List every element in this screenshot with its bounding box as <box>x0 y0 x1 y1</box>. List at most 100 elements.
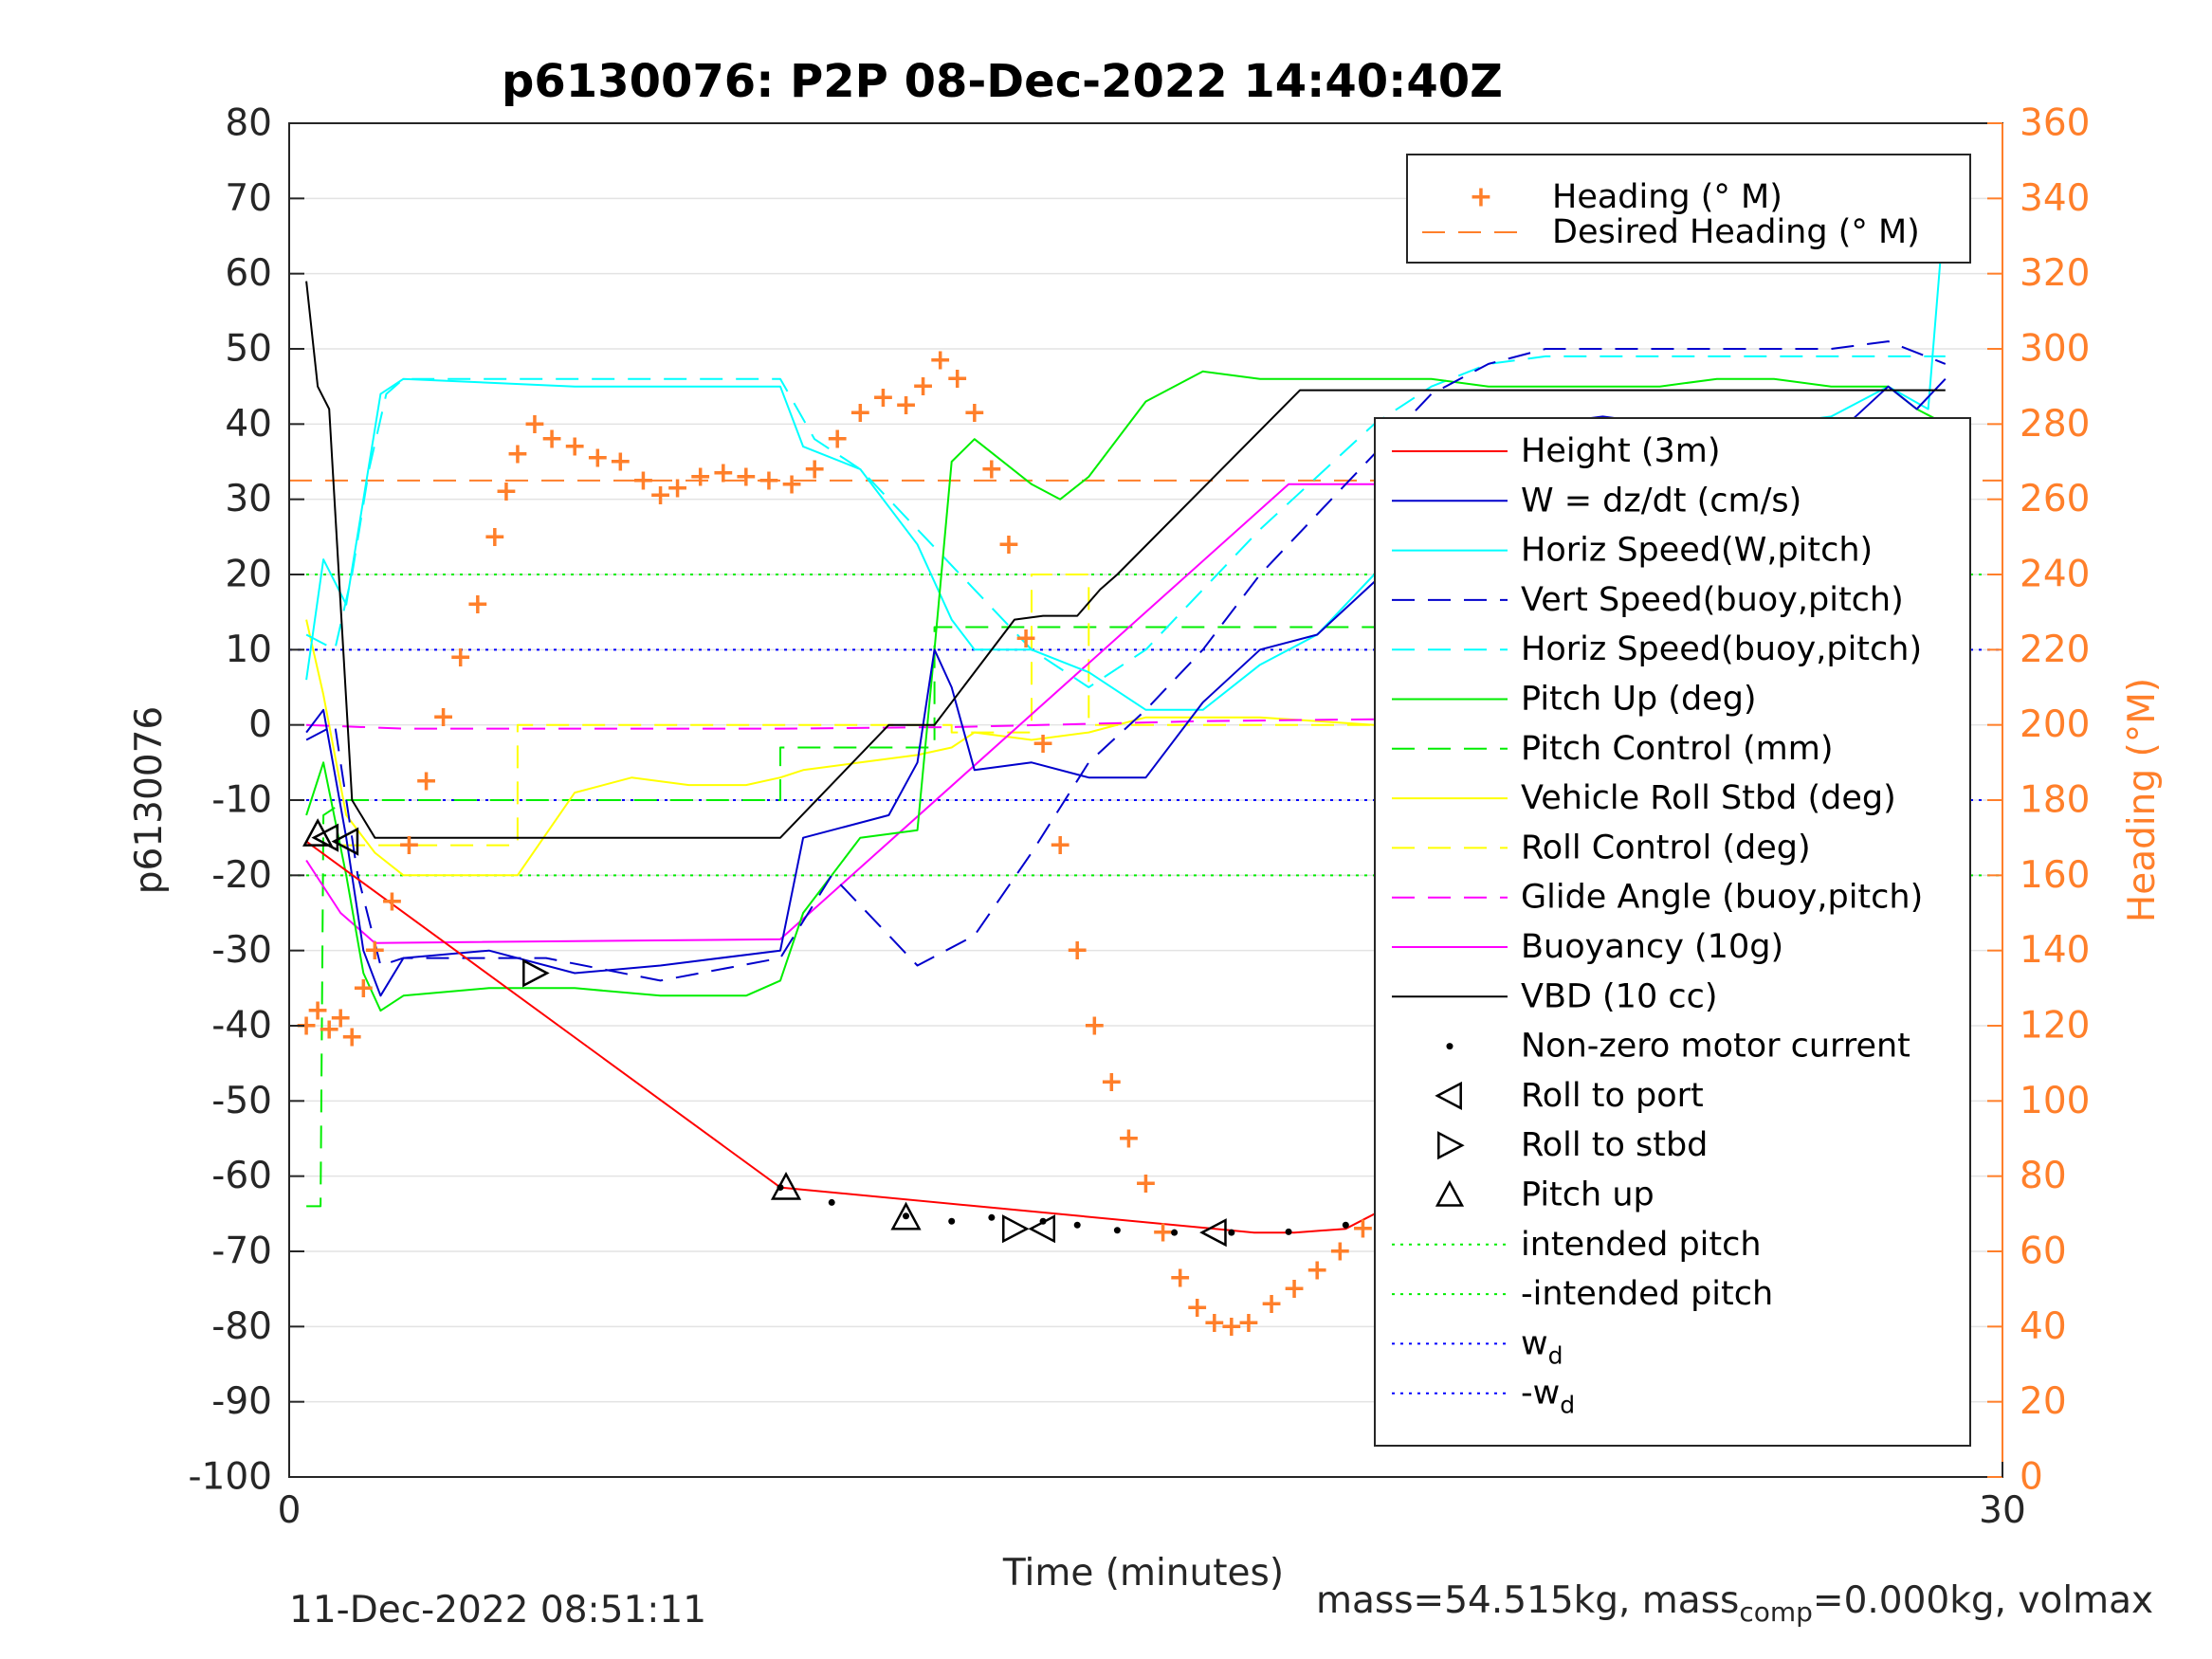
heading-point: + <box>911 370 935 403</box>
heading-point: + <box>363 934 387 967</box>
heading-point: + <box>329 1002 353 1035</box>
y-right-tick-label: 60 <box>2020 1231 2067 1273</box>
y-right-tick-label: 20 <box>2020 1380 2067 1423</box>
motor-current-point <box>1113 1227 1121 1234</box>
y-right-tick-label: 340 <box>2020 177 2090 220</box>
heading-point: + <box>1283 1272 1307 1305</box>
legend-label-height-3m: Height (3m) <box>1521 432 1721 470</box>
motor-current-point <box>988 1213 996 1221</box>
heading-point: + <box>1236 1306 1260 1340</box>
heading-point: + <box>505 438 529 471</box>
heading-point: + <box>666 471 689 504</box>
legend-swatch-non-zero-motor-current <box>1446 1043 1453 1050</box>
motor-current-point <box>828 1198 835 1206</box>
legend-label-buoyancy-10g: Buoyancy (10g) <box>1521 928 1783 966</box>
y-right-tick-label: 80 <box>2020 1155 2067 1197</box>
y-tick-label: -40 <box>211 1005 272 1048</box>
heading-point: + <box>688 460 712 493</box>
y-tick-label: -30 <box>211 929 272 972</box>
y-right-tick-label: 260 <box>2020 478 2090 520</box>
legend-heading-label: Heading (° M) <box>1552 178 1782 216</box>
legend-desired-heading-label: Desired Heading (° M) <box>1552 213 1920 251</box>
series-horiz-speed-buoy-pitch <box>305 355 1946 688</box>
motor-current-point <box>1073 1221 1081 1229</box>
legend-label-vert-speed-buoy-pitch: Vert Speed(buoy,pitch) <box>1521 581 1904 619</box>
heading-point: + <box>996 528 1020 561</box>
series-vbd-10-cc <box>305 281 1946 839</box>
heading-point: + <box>522 408 546 441</box>
y-right-tick-label: 0 <box>2020 1456 2043 1499</box>
y-tick-label: -60 <box>211 1155 272 1197</box>
y-right-tick-label: 320 <box>2020 252 2090 295</box>
y-right-tick-label: 100 <box>2020 1080 2090 1122</box>
chart-title: p6130076: P2P 08-Dec-2022 14:40:40Z <box>502 55 1503 108</box>
heading-point: + <box>649 479 672 512</box>
y-tick-label: 0 <box>248 703 272 746</box>
y-right-tick-label: 360 <box>2020 102 2090 145</box>
footer-mass-subscript: comp <box>1739 1595 1813 1628</box>
pitch-up-marker <box>770 1171 802 1200</box>
x-tick-label: 30 <box>1979 1489 2026 1532</box>
heading-point: + <box>414 765 438 798</box>
heading-point: + <box>380 885 404 919</box>
right-axis-ticks: 3603403203002802602402202001801601401201… <box>1987 102 2090 1499</box>
pitch-up-marker <box>890 1201 922 1231</box>
heading-point: + <box>1306 1253 1329 1286</box>
heading-point: + <box>1083 1010 1106 1043</box>
heading-point: + <box>352 972 375 1005</box>
x-axis-label: Time (minutes) <box>1002 1552 1284 1595</box>
legend-label-vehicle-roll-stbd-deg: Vehicle Roll Stbd (deg) <box>1521 779 1896 817</box>
legend-label-roll-control-deg: Roll Control (deg) <box>1521 829 1811 866</box>
legend-swatches <box>1392 450 1508 1395</box>
heading-point: + <box>1100 1066 1124 1099</box>
y-right-tick-label: 220 <box>2020 629 2090 671</box>
footer-mass-tail: =0.000kg, volmax <box>1812 1579 2154 1622</box>
y-tick-label: 60 <box>225 252 272 295</box>
y-axis-label: p6130076 <box>128 706 171 894</box>
y-right-tick-label: 140 <box>2020 929 2090 972</box>
heading-point: + <box>1351 1212 1375 1246</box>
y-right-tick-label: 280 <box>2020 403 2090 446</box>
legend-label-non-zero-motor-current: Non-zero motor current <box>1521 1028 1910 1066</box>
y-tick-label: -90 <box>211 1380 272 1423</box>
y-tick-label: 50 <box>225 328 272 371</box>
legend-label-pitch-up-deg: Pitch Up (deg) <box>1521 681 1757 719</box>
heading-point: + <box>962 396 986 429</box>
heading-point: + <box>1049 829 1072 862</box>
y-right-tick-label: 180 <box>2020 779 2090 822</box>
heading-point: + <box>945 362 969 395</box>
legend-top-box <box>1406 154 1971 264</box>
legend-swatch-roll-to-port <box>1435 1081 1462 1110</box>
heading-point: + <box>734 460 758 493</box>
roll-to-port-marker <box>1199 1218 1227 1248</box>
y-tick-label: -80 <box>211 1305 272 1348</box>
roll-to-stbd-marker <box>1002 1214 1030 1244</box>
y-tick-label: 20 <box>225 554 272 596</box>
legend-label-intended-pitch: intended pitch <box>1521 1226 1762 1264</box>
motor-current-point <box>1342 1221 1349 1229</box>
heading-point: + <box>494 475 518 508</box>
heading-point: + <box>586 442 610 475</box>
heading-point: + <box>1168 1261 1192 1294</box>
heading-point: + <box>803 452 827 485</box>
x-tick-label: 0 <box>278 1489 302 1532</box>
heading-point: + <box>1259 1287 1283 1321</box>
roll-to-port-marker <box>331 827 359 856</box>
y-right-tick-label: 120 <box>2020 1005 2090 1048</box>
y-tick-label: -50 <box>211 1080 272 1122</box>
legend-main: Height (3m) W = dz/dt (cm/s) Horiz Speed(W… <box>1374 417 1971 1447</box>
motor-current-point <box>903 1212 910 1220</box>
heading-point: + <box>871 381 895 414</box>
y-right-tick-label: 160 <box>2020 854 2090 897</box>
series-pitch-control-mm <box>306 626 1923 1208</box>
legend-label-horiz-speed-w-pitch: Horiz Speed(W,pitch) <box>1521 532 1873 570</box>
series-vert-speed-buoy-pitch <box>305 340 1947 982</box>
heading-point: + <box>431 701 455 734</box>
y-tick-label: -10 <box>211 779 272 822</box>
y-tick-label: -20 <box>211 854 272 897</box>
legend-swatch-roll-to-stbd <box>1437 1131 1465 1160</box>
heading-point: + <box>1134 1167 1158 1200</box>
footer-mass: mass=54.515kg, masscomp=0.000kg, volmax <box>1316 1579 2153 1628</box>
heading-point: + <box>1117 1122 1141 1156</box>
y-tick-label: 30 <box>225 478 272 520</box>
